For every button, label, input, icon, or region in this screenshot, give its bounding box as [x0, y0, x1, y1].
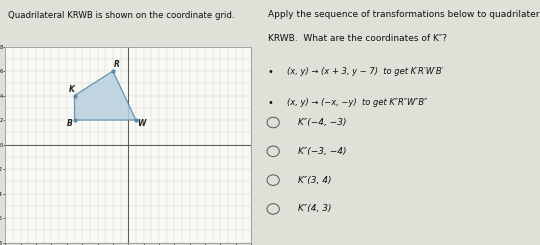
Text: KRWB.  What are the coordinates of K″?: KRWB. What are the coordinates of K″?	[268, 34, 447, 43]
Text: (x, y) → (−x, −y)  to get K″R″W″B″: (x, y) → (−x, −y) to get K″R″W″B″	[287, 98, 427, 108]
Text: B: B	[67, 119, 73, 128]
Text: K″(4, 3): K″(4, 3)	[298, 204, 332, 213]
Text: R: R	[114, 60, 120, 69]
Text: K″(−4, −3): K″(−4, −3)	[298, 118, 347, 127]
Text: K: K	[69, 85, 74, 94]
Text: K″(−3, −4): K″(−3, −4)	[298, 147, 347, 156]
Polygon shape	[75, 71, 136, 120]
Text: Quadrilateral KRWB is shown on the coordinate grid.: Quadrilateral KRWB is shown on the coord…	[8, 11, 234, 20]
Text: K″(3, 4): K″(3, 4)	[298, 176, 332, 185]
Text: •: •	[268, 98, 273, 109]
Text: Apply the sequence of transformations below to quadrilateral: Apply the sequence of transformations be…	[268, 10, 540, 19]
Text: •: •	[268, 67, 273, 77]
Text: W: W	[138, 119, 146, 128]
Text: (x, y) → (x + 3, y − 7)  to get K′R′W′B′: (x, y) → (x + 3, y − 7) to get K′R′W′B′	[287, 67, 443, 76]
